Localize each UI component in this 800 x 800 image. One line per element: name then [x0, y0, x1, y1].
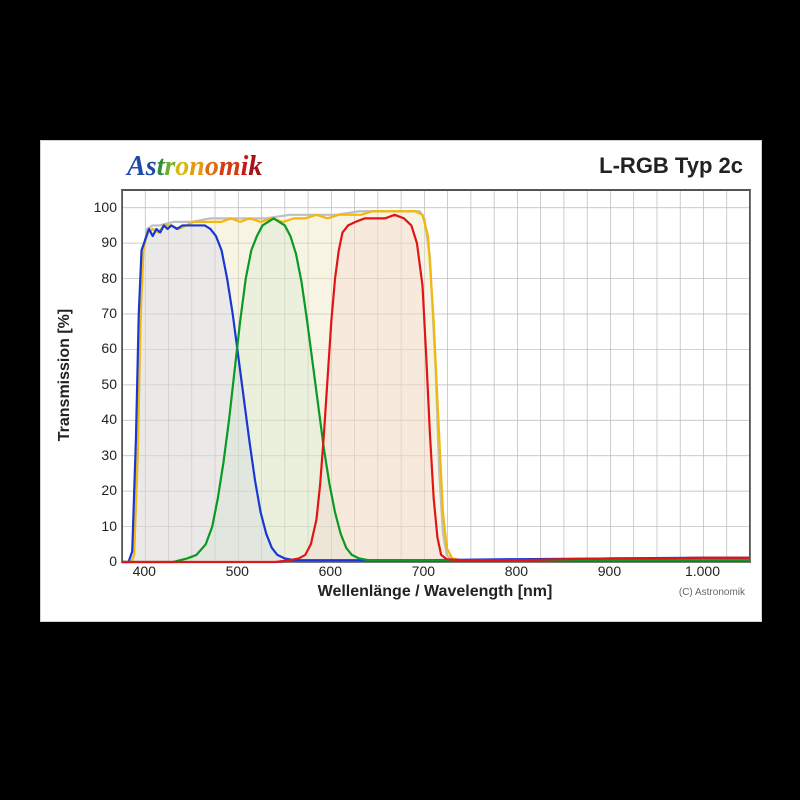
logo-letter: n [189, 151, 205, 182]
ytick-label: 80 [77, 270, 117, 286]
ytick-label: 100 [77, 199, 117, 215]
ytick-label: 10 [77, 518, 117, 534]
x-axis-ticks: 400 500 600 700 800 900 1.000 [121, 561, 749, 585]
logo-letter: m [219, 151, 241, 182]
logo-letter: A [127, 151, 146, 182]
logo-letter: r [164, 151, 175, 182]
logo-letter: s [146, 151, 157, 182]
xtick-label: 700 [412, 563, 435, 579]
ytick-label: 0 [77, 553, 117, 569]
xtick-label: 800 [505, 563, 528, 579]
logo-letter: o [175, 151, 189, 182]
logo-letter: k [248, 151, 262, 182]
copyright: (C) Astronomik [679, 587, 745, 598]
ytick-label: 20 [77, 482, 117, 498]
ytick-label: 30 [77, 447, 117, 463]
xtick-label: 400 [133, 563, 156, 579]
x-axis-label: Wellenlänge / Wavelength [nm] [318, 583, 553, 601]
ytick-label: 90 [77, 234, 117, 250]
xtick-label: 500 [226, 563, 249, 579]
ytick-label: 70 [77, 305, 117, 321]
xtick-label: 1.000 [685, 563, 720, 579]
plot-svg [122, 190, 750, 562]
xtick-label: 600 [319, 563, 342, 579]
ytick-label: 50 [77, 376, 117, 392]
chart-title: L-RGB Typ 2c [599, 153, 743, 179]
plot-area [121, 189, 751, 563]
ytick-label: 40 [77, 411, 117, 427]
chart-frame: Astronomik L-RGB Typ 2c 0 10 20 30 40 50 60 70 8… [40, 140, 762, 622]
logo-letter: o [205, 151, 219, 182]
ytick-label: 60 [77, 340, 117, 356]
y-axis-ticks: 0102030405060708090100 [41, 189, 121, 561]
xtick-label: 900 [598, 563, 621, 579]
brand-logo: Astronomik [127, 151, 262, 183]
y-axis-label: Transmission [%] [56, 309, 74, 441]
